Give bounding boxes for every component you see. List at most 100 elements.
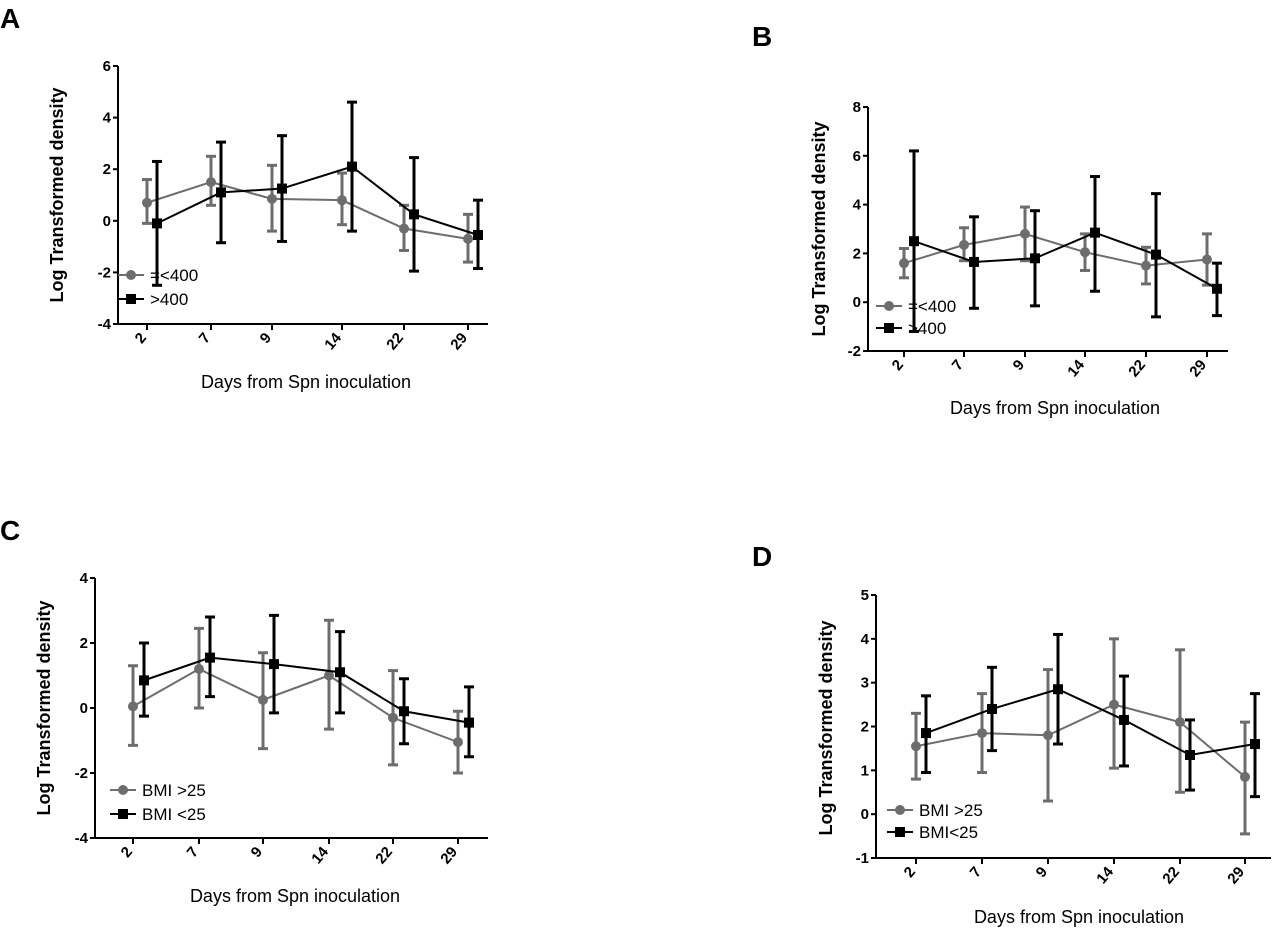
panel-a: A -4 -2 0 2 4 6 2 7 9 14 22 29 Log Transformed densit… — [0, 3, 488, 392]
legend-item: =<400 — [876, 297, 956, 316]
y-tick-label: 4 — [80, 570, 89, 587]
data-point-square — [216, 187, 226, 198]
data-point-circle — [1020, 228, 1030, 239]
legend-marker-square — [118, 809, 128, 819]
legend-label: >400 — [908, 319, 946, 338]
x-axis-title: Days from Spn inoculation — [190, 886, 400, 906]
panel-letter: A — [0, 3, 20, 34]
x-tick-label: 2 — [889, 357, 907, 374]
data-point-square — [347, 161, 357, 172]
x-tick-label: 29 — [1186, 357, 1210, 381]
legend-marker-square — [895, 827, 905, 837]
legend-item: BMI >25 — [887, 801, 983, 820]
y-tick-label: 2 — [861, 719, 869, 736]
data-point-square — [473, 229, 483, 240]
legend-item: =<400 — [118, 266, 198, 285]
legend-item: BMI <25 — [110, 805, 206, 824]
legend-label: BMI >25 — [919, 801, 983, 820]
data-point-square — [1030, 253, 1040, 264]
data-point-square — [409, 209, 419, 220]
series-black — [921, 632, 1260, 799]
y-tick-label: 2 — [80, 635, 88, 652]
y-tick-label: -4 — [75, 830, 89, 847]
series-line — [132, 667, 459, 744]
legend-marker-circle — [884, 301, 894, 311]
y-axis-title: Log Transformed density — [34, 600, 54, 815]
data-point-square — [1250, 739, 1260, 750]
x-tick-label: 9 — [248, 844, 266, 861]
legend-label: BMI <25 — [142, 805, 206, 824]
series-gray — [142, 154, 473, 264]
data-point-square — [335, 667, 345, 678]
legend-marker-square — [126, 294, 136, 304]
x-tick-label: 14 — [1064, 356, 1088, 380]
legend-item: >400 — [876, 319, 946, 338]
data-point-circle — [911, 741, 921, 752]
y-tick-label: 0 — [861, 806, 869, 823]
data-point-circle — [1109, 699, 1119, 710]
data-point-circle — [399, 223, 409, 234]
x-tick-label: 14 — [1093, 863, 1117, 887]
legend-marker-circle — [126, 270, 136, 280]
data-point-circle — [463, 233, 473, 244]
x-tick-label: 22 — [1159, 864, 1183, 888]
x-tick-label: 22 — [372, 844, 396, 868]
data-point-square — [1119, 714, 1129, 725]
legend-label: =<400 — [150, 266, 198, 285]
x-tick-label: 7 — [949, 357, 967, 374]
data-point-square — [969, 256, 979, 267]
data-point-square — [152, 218, 162, 229]
legend-marker-circle — [118, 785, 128, 795]
y-tick-label: -4 — [98, 316, 112, 333]
series-line — [143, 656, 470, 724]
x-tick-label: 29 — [447, 330, 471, 354]
x-tick-label: 22 — [1125, 357, 1149, 381]
x-axis-title: Days from Spn inoculation — [201, 372, 411, 392]
series-black — [152, 100, 483, 287]
x-axis-title: Days from Spn inoculation — [950, 398, 1160, 418]
panel-letter: B — [752, 21, 772, 52]
x-tick-label: 2 — [132, 330, 150, 347]
data-point-circle — [1202, 254, 1212, 265]
data-point-square — [1185, 749, 1195, 760]
panel-d: D -1 0 1 2 3 4 5 2 7 9 14 22 29 Log Transformed densit… — [752, 541, 1271, 927]
legend-label: =<400 — [908, 297, 956, 316]
data-point-square — [909, 236, 919, 247]
legend-label: BMI<25 — [919, 823, 978, 842]
y-tick-label: -1 — [856, 850, 869, 867]
y-tick-label: 5 — [861, 587, 869, 604]
y-tick-label: 6 — [103, 58, 111, 75]
x-tick-label: 2 — [118, 844, 136, 861]
x-tick-label: 22 — [383, 330, 407, 354]
series-line — [913, 231, 1218, 290]
data-point-square — [464, 717, 474, 728]
panel-c: C -4 -2 0 2 4 2 7 9 14 22 29 Log Transformed density… — [0, 515, 488, 906]
data-point-circle — [258, 694, 268, 705]
series-gray — [899, 205, 1212, 287]
data-point-circle — [977, 728, 987, 739]
data-point-circle — [1141, 260, 1151, 271]
data-point-circle — [388, 712, 398, 723]
y-tick-label: 8 — [853, 99, 861, 116]
series-black — [139, 613, 474, 759]
panel-letter: D — [752, 541, 772, 572]
series-line — [146, 181, 469, 240]
data-point-circle — [1043, 730, 1053, 741]
y-tick-label: 2 — [103, 161, 111, 178]
data-point-square — [921, 728, 931, 739]
data-point-square — [1053, 684, 1063, 695]
legend-marker-circle — [895, 805, 905, 815]
data-point-circle — [194, 664, 204, 674]
y-tick-label: -2 — [848, 343, 861, 360]
y-tick-label: 6 — [853, 148, 861, 165]
y-axis-title: Log Transformed density — [816, 620, 836, 835]
data-point-circle — [206, 177, 216, 188]
data-point-square — [399, 706, 409, 717]
data-point-circle — [267, 193, 277, 204]
legend-marker-square — [884, 323, 894, 333]
series-line — [156, 165, 479, 236]
legend-item: BMI >25 — [110, 781, 206, 800]
series-black — [909, 149, 1222, 333]
data-point-circle — [1240, 771, 1250, 782]
panel-letter: C — [0, 515, 20, 546]
